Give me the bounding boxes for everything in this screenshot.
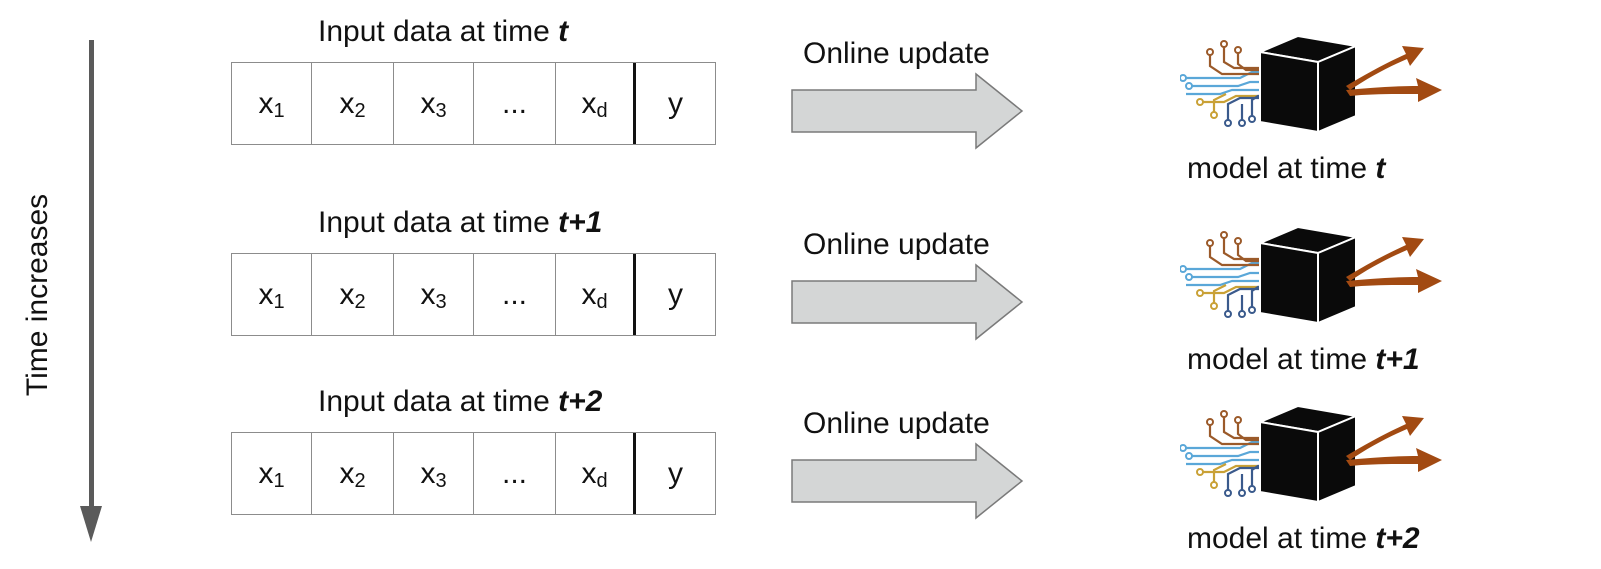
online-update-label: Online update [803,37,990,70]
online-update-label: Online update [803,407,990,440]
row-title: Input data at time t+2 [318,384,602,420]
row-time: t+1 [558,206,603,239]
model-label: model at time t [1187,152,1386,185]
black-box-model-icon [1179,225,1442,325]
label-cell: y [636,433,716,514]
label-cell: y [636,254,716,335]
model-icon [1179,28,1450,138]
row-title-prefix: Input data at time [318,206,559,239]
update-arrow [791,263,1024,341]
ellipsis-cell: ... [474,254,556,335]
time-axis-arrow [80,40,104,550]
black-box-model-icon [1179,404,1442,504]
update-arrow [791,442,1024,520]
row-time: t [558,15,569,48]
time-axis-shaft [89,40,94,508]
black-box-model-icon [1179,34,1442,134]
online-update-label: Online update [803,228,990,261]
model-label: model at time t+2 [1187,522,1420,555]
row-title: Input data at time t [318,14,568,50]
update-arrow [791,72,1024,150]
row-title-prefix: Input data at time [318,385,559,418]
row-title-prefix: Input data at time [318,15,559,48]
row-time: t+2 [558,385,603,418]
model-label: model at time t+1 [1187,343,1420,376]
ellipsis-cell: ... [474,63,556,144]
label-cell: y [636,63,716,144]
row-title: Input data at time t+1 [318,205,602,241]
time-axis-arrowhead [80,506,102,542]
model-icon [1179,398,1450,508]
ellipsis-cell: ... [474,433,556,514]
model-icon [1179,219,1450,329]
